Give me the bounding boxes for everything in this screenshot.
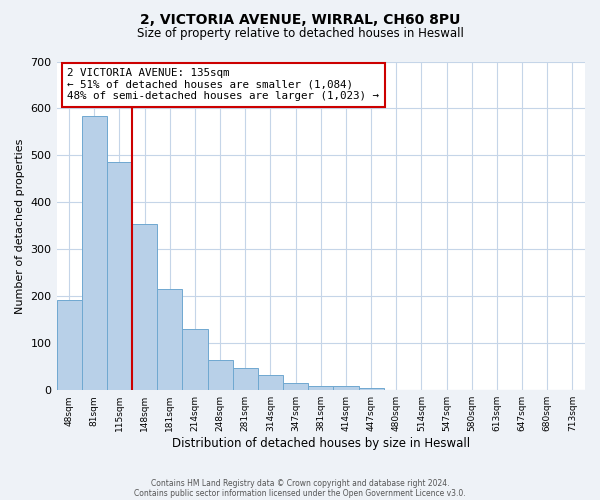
Text: 2 VICTORIA AVENUE: 135sqm
← 51% of detached houses are smaller (1,084)
48% of se: 2 VICTORIA AVENUE: 135sqm ← 51% of detac…: [67, 68, 379, 102]
Y-axis label: Number of detached properties: Number of detached properties: [15, 138, 25, 314]
Bar: [308, 386, 334, 390]
Bar: [107, 162, 132, 390]
X-axis label: Distribution of detached houses by size in Heswall: Distribution of detached houses by size …: [172, 437, 470, 450]
Bar: [132, 224, 157, 390]
Bar: [359, 388, 383, 390]
Text: Size of property relative to detached houses in Heswall: Size of property relative to detached ho…: [137, 28, 463, 40]
Bar: [157, 289, 182, 390]
Bar: [233, 368, 258, 390]
Text: Contains public sector information licensed under the Open Government Licence v3: Contains public sector information licen…: [134, 488, 466, 498]
Bar: [208, 360, 233, 390]
Bar: [56, 300, 82, 390]
Bar: [283, 382, 308, 390]
Text: 2, VICTORIA AVENUE, WIRRAL, CH60 8PU: 2, VICTORIA AVENUE, WIRRAL, CH60 8PU: [140, 12, 460, 26]
Bar: [258, 374, 283, 390]
Bar: [182, 329, 208, 390]
Bar: [82, 116, 107, 390]
Text: Contains HM Land Registry data © Crown copyright and database right 2024.: Contains HM Land Registry data © Crown c…: [151, 478, 449, 488]
Bar: [334, 386, 359, 390]
